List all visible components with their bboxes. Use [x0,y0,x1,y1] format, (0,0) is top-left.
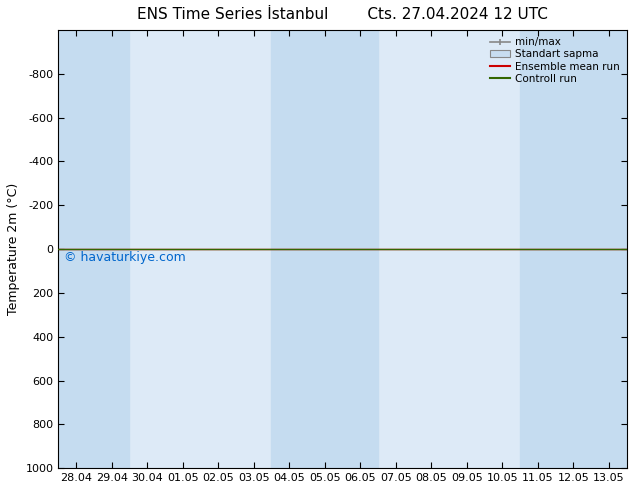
Y-axis label: Temperature 2m (°C): Temperature 2m (°C) [7,183,20,315]
Bar [58,30,129,468]
Legend: min/max, Standart sapma, Ensemble mean run, Controll run: min/max, Standart sapma, Ensemble mean r… [486,33,623,88]
Bar [271,30,378,468]
Bar [520,30,626,468]
Title: ENS Time Series İstanbul        Cts. 27.04.2024 12 UTC: ENS Time Series İstanbul Cts. 27.04.2024… [137,7,548,22]
Text: © havaturkiye.com: © havaturkiye.com [64,251,186,265]
